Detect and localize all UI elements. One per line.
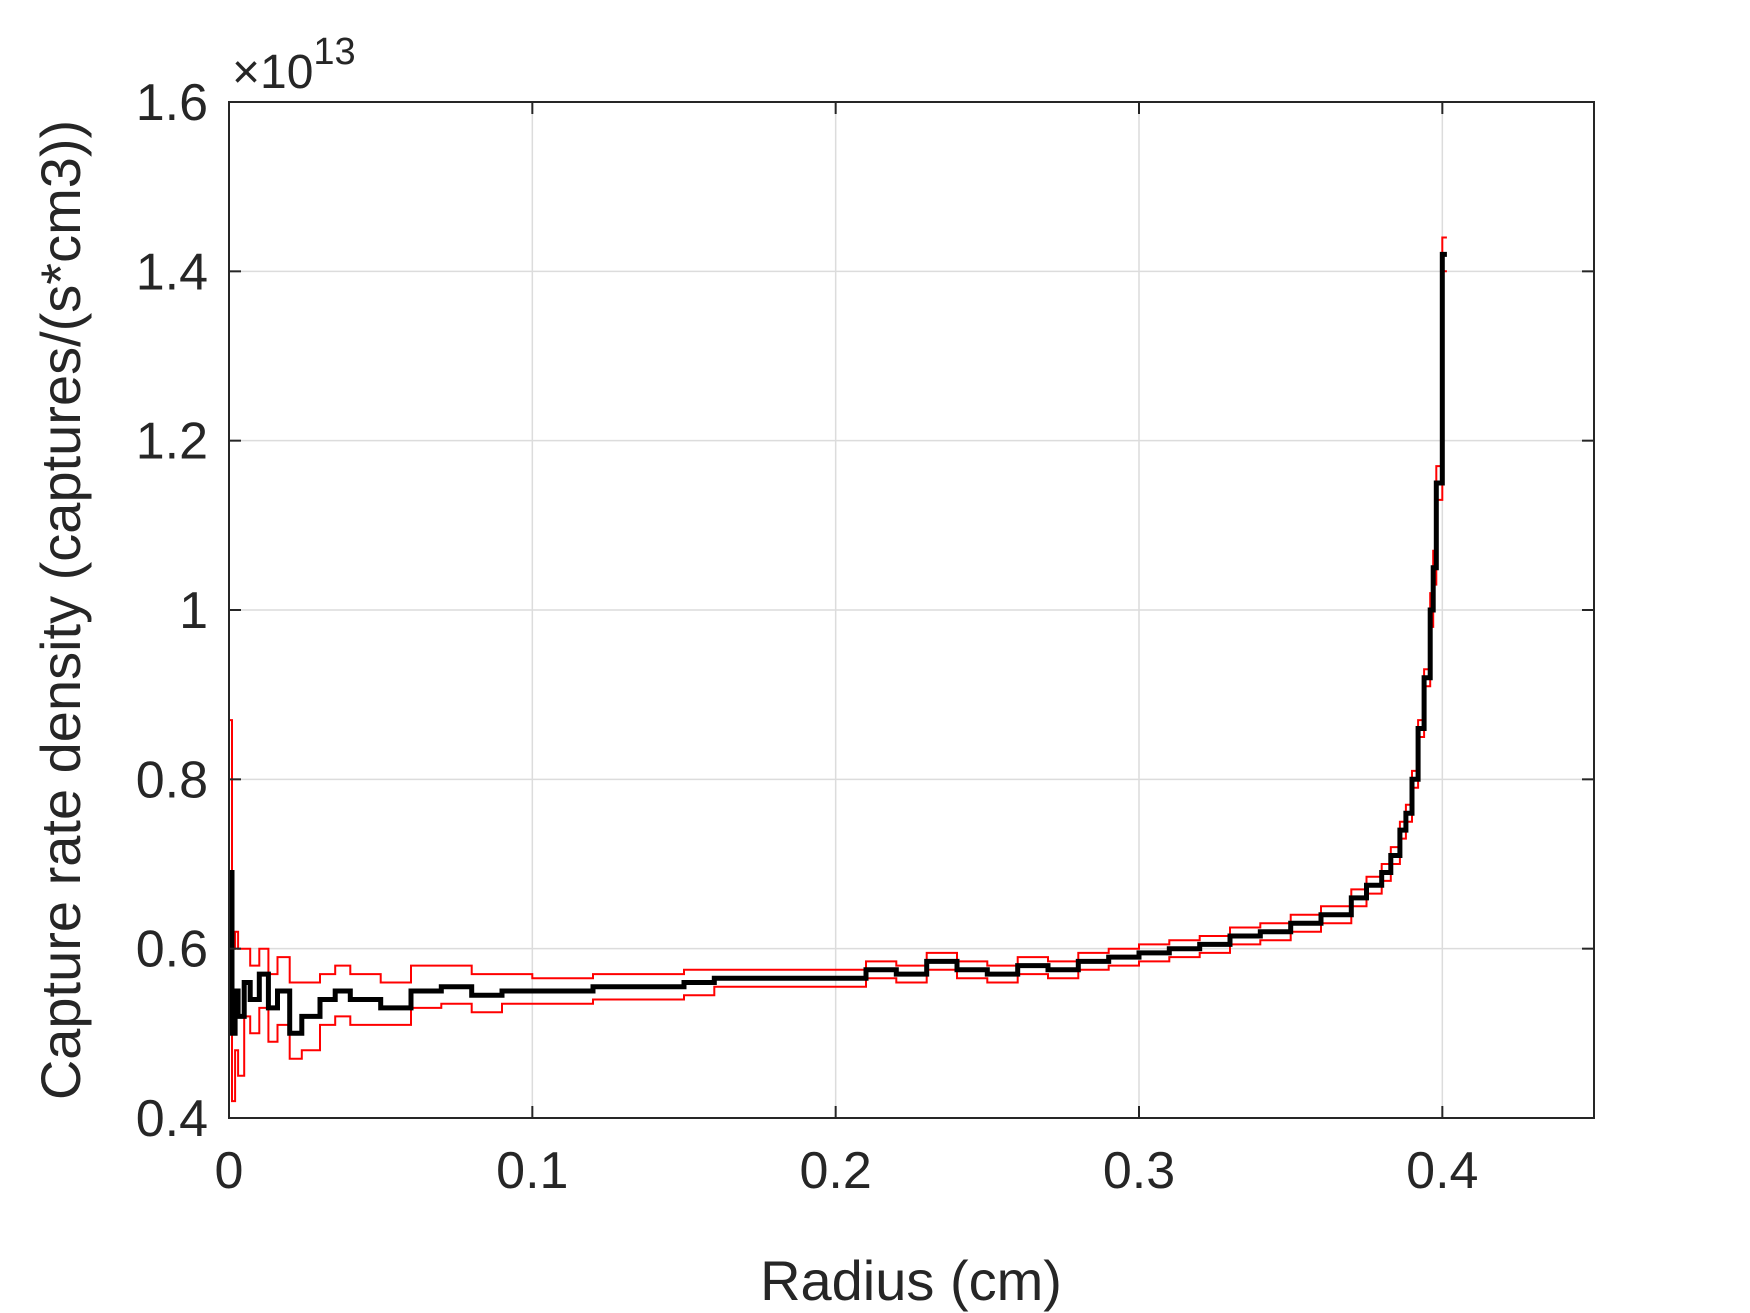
y-tick-label: 1.4 <box>136 243 208 301</box>
y-axis-title: Capture rate density (captures/(s*cm3)) <box>29 120 92 1100</box>
y-multiplier-base: ×10 <box>232 46 313 99</box>
y-tick-label: 1 <box>179 582 208 640</box>
y-tick-label: 1.2 <box>136 413 208 471</box>
y-tick-label: 1.6 <box>136 74 208 132</box>
x-tick-label: 0.3 <box>1103 1142 1175 1200</box>
x-tick-label: 0 <box>215 1142 244 1200</box>
x-tick-label: 0.2 <box>800 1142 872 1200</box>
series-line-mean <box>229 251 1447 1036</box>
x-tick-label: 0.4 <box>1406 1142 1478 1200</box>
y-multiplier: ×1013 <box>232 31 356 99</box>
x-tick-labels: 0 0.1 0.2 0.3 0.4 <box>215 1142 1479 1200</box>
y-tick-label: 0.6 <box>136 921 208 979</box>
series-group <box>229 236 1447 1103</box>
series-line-bound <box>229 270 1447 1103</box>
x-axis-title: Radius (cm) <box>760 1249 1062 1312</box>
y-tick-label: 0.4 <box>136 1090 208 1148</box>
x-tick-label: 0.1 <box>496 1142 568 1200</box>
y-tick-label: 0.8 <box>136 751 208 809</box>
y-tick-labels: 0.4 0.6 0.8 1 1.2 1.4 1.6 <box>136 74 208 1148</box>
tick-marks <box>228 101 1594 1119</box>
y-multiplier-exponent: 13 <box>313 31 355 73</box>
